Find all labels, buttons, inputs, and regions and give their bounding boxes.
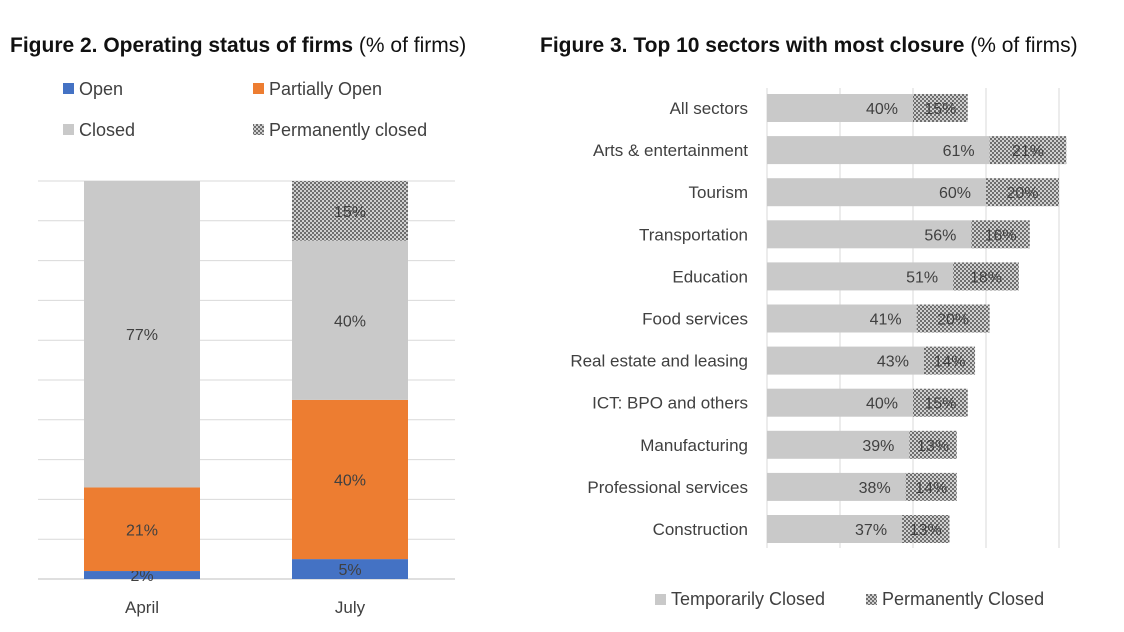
fig3-category-label: All sectors — [670, 99, 748, 118]
fig3-category-label: Construction — [653, 520, 748, 539]
fig2-bar-open-april — [84, 571, 200, 579]
fig3-bar-temporarily-closed-professional-services — [767, 472, 906, 501]
fig2-data-label: 40% — [334, 313, 366, 330]
fig2-data-label: 40% — [334, 473, 366, 490]
fig3-legend-label: Permanently Closed — [882, 589, 1044, 609]
fig3-data-label: 60% — [939, 185, 971, 202]
fig3-data-label: 61% — [943, 143, 975, 160]
fig3-bar-permanently-closed-real-estate-and-leasing — [923, 346, 976, 375]
fig3-data-label: 15% — [924, 396, 956, 413]
fig2-category-label: April — [125, 598, 159, 617]
fig3-data-label: 13% — [910, 522, 942, 539]
fig3-data-label: 14% — [915, 480, 947, 497]
fig2-legend-label: Open — [79, 79, 123, 99]
fig2-bar-closed-july — [292, 240, 408, 400]
fig3-data-label: 20% — [1006, 185, 1038, 202]
fig3-bar-temporarily-closed-arts-entertainment — [767, 136, 990, 165]
fig3-legend-label: Temporarily Closed — [671, 589, 825, 609]
fig3-data-label: 13% — [917, 438, 949, 455]
figure2-title-bold: Figure 2. Operating status of firms — [10, 34, 354, 57]
fig2-legend-swatch — [63, 124, 74, 135]
fig3-category-label: Education — [672, 267, 748, 286]
fig3-data-label: 56% — [924, 227, 956, 244]
fig3-legend-swatch — [655, 594, 666, 605]
fig3-category-label: Professional services — [587, 478, 748, 497]
fig3-data-label: 16% — [985, 227, 1017, 244]
fig3-data-label: 43% — [877, 354, 909, 371]
fig2-bar-partially-open-july — [292, 399, 408, 560]
fig3-bar-temporarily-closed-education — [767, 262, 954, 291]
fig3-category-label: ICT: BPO and others — [592, 394, 748, 413]
fig3-category-label: Tourism — [688, 183, 748, 202]
fig3-bar-permanently-closed-professional-services — [905, 472, 957, 501]
fig2-bar-closed-april — [84, 181, 200, 488]
fig2-data-label: 77% — [126, 327, 158, 344]
fig3-bar-permanently-closed-construction — [902, 515, 950, 543]
fig3-bar-permanently-closed-education — [953, 262, 1019, 291]
fig2-legend-label: Partially Open — [269, 79, 382, 99]
fig3-bar-permanently-closed-manufacturing — [909, 430, 957, 459]
figure2-chart: 2% 21% 77% April 5% 40% 40% 15% July Open Partiall… — [38, 79, 455, 617]
fig2-legend-swatch — [253, 83, 264, 94]
fig3-bar-permanently-closed-ict-bpo-and-others — [913, 388, 968, 417]
fig3-category-label: Food services — [642, 310, 748, 329]
fig3-bar-temporarily-closed-transportation — [767, 220, 972, 249]
fig3-data-label: 20% — [937, 312, 969, 329]
fig3-data-label: 40% — [866, 396, 898, 413]
fig3-data-label: 18% — [970, 269, 1002, 286]
fig2-data-label: 2% — [130, 568, 153, 585]
fig3-bar-temporarily-closed-tourism — [767, 178, 986, 207]
fig2-data-label: 5% — [338, 562, 361, 579]
fig3-data-label: 39% — [862, 438, 894, 455]
fig3-bar-temporarily-closed-all-sectors — [767, 94, 913, 122]
figure3-title-unit: (% of firms) — [970, 34, 1078, 57]
fig3-bar-permanently-closed-tourism — [986, 178, 1059, 207]
fig3-legend-swatch — [866, 594, 877, 605]
figure3-title: Figure 3. Top 10 sectors with most closu… — [540, 34, 1078, 58]
fig2-data-label: 15% — [334, 204, 366, 221]
fig3-bar-temporarily-closed-construction — [767, 515, 903, 543]
figure3-title-bold: Figure 3. Top 10 sectors with most closu… — [540, 34, 965, 57]
fig3-data-label: 40% — [866, 101, 898, 118]
fig2-data-label: 21% — [126, 522, 158, 539]
fig3-category-label: Real estate and leasing — [570, 352, 748, 371]
fig3-data-label: 21% — [1012, 143, 1044, 160]
fig3-bar-temporarily-closed-food-services — [767, 304, 917, 333]
figure2-title: Figure 2. Operating status of firms (% o… — [10, 34, 466, 58]
fig3-bar-permanently-closed-arts-entertainment — [989, 136, 1067, 165]
fig2-legend-swatch — [63, 83, 74, 94]
fig3-data-label: 51% — [906, 269, 938, 286]
fig3-category-label: Manufacturing — [640, 436, 748, 455]
fig3-category-label: Transportation — [639, 225, 748, 244]
fig2-legend-swatch — [253, 124, 264, 135]
fig3-bar-permanently-closed-transportation — [971, 220, 1030, 249]
fig3-bar-temporarily-closed-ict-bpo-and-others — [767, 388, 913, 417]
fig2-bar-partially-open-april — [84, 487, 200, 572]
fig3-bar-permanently-closed-all-sectors — [913, 94, 968, 122]
figure2-title-unit: (% of firms) — [358, 34, 467, 57]
fig2-legend-label: Closed — [79, 120, 135, 140]
fig3-data-label: 41% — [870, 312, 902, 329]
fig3-data-label: 38% — [859, 480, 891, 497]
fig3-data-label: 37% — [855, 522, 887, 539]
fig3-bar-permanently-closed-food-services — [916, 304, 990, 333]
fig2-legend-label: Permanently closed — [269, 120, 427, 140]
fig3-category-label: Arts & entertainment — [593, 141, 748, 160]
fig2-bar-permanently-closed-july — [292, 181, 408, 241]
fig3-data-label: 14% — [933, 354, 965, 371]
fig3-bar-temporarily-closed-real-estate-and-leasing — [767, 346, 924, 375]
fig2-bar-open-july — [292, 559, 408, 579]
fig3-bar-temporarily-closed-manufacturing — [767, 430, 910, 459]
fig2-category-label: July — [335, 598, 366, 617]
fig3-data-label: 15% — [924, 101, 956, 118]
figure3-chart: All sectors 40% 15% Arts & entertainment 61%… — [570, 88, 1067, 609]
